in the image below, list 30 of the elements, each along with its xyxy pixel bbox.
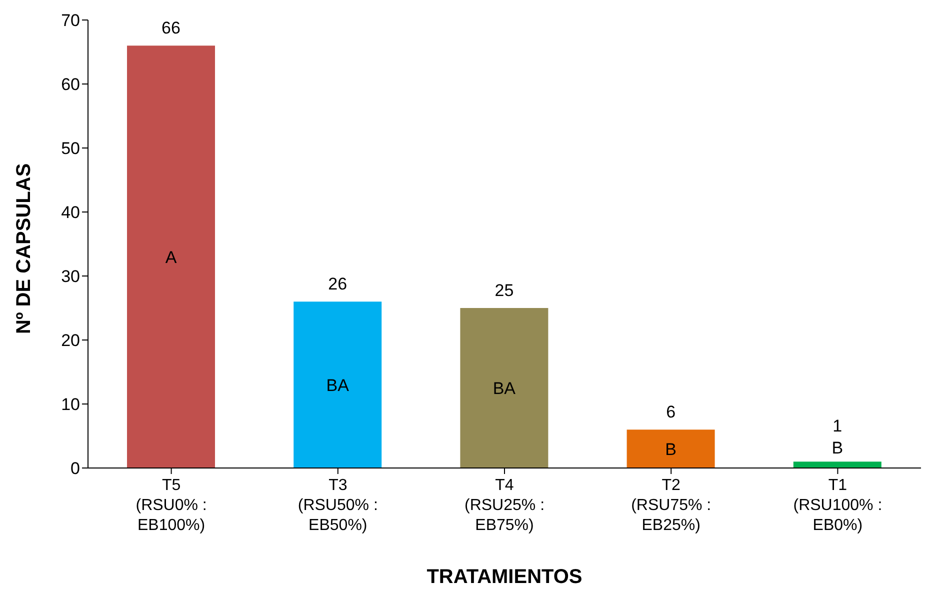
data-label: 6: [666, 402, 676, 422]
data-label: 66: [162, 18, 180, 38]
data-label: 1: [832, 416, 842, 436]
y-tick-label: 70: [61, 11, 80, 30]
data-label: 25: [494, 281, 514, 300]
y-tick-label: 60: [61, 75, 80, 94]
bar: [460, 308, 548, 468]
bar: [127, 46, 215, 468]
annotation: B: [665, 440, 676, 459]
x-tick-label: T3 (RSU50% : EB50%): [298, 477, 378, 534]
x-tick-label: T4 (RSU25% : EB75%): [464, 477, 545, 534]
bar: [793, 462, 882, 468]
annotation: BA: [326, 376, 350, 395]
bar: [626, 430, 715, 468]
y-tick-label: 10: [61, 395, 80, 414]
bar: [294, 302, 382, 468]
y-tick-label: 50: [61, 139, 80, 158]
x-tick-label: T5 (RSU0% : EB100%): [136, 477, 207, 534]
data-label: 26: [328, 274, 348, 294]
y-axis-title: Nº DE CAPSULAS: [13, 163, 36, 334]
y-tick-label: 0: [70, 459, 80, 478]
annotation: BA: [492, 379, 516, 398]
x-tick-label: T1 (RSU100% : EB0%): [793, 477, 882, 534]
annotation: B: [832, 438, 844, 458]
x-tick-label: T2 (RSU75% : EB25%): [631, 477, 712, 534]
y-tick-label: 40: [61, 203, 80, 222]
y-tick-label: 30: [61, 267, 80, 286]
x-axis-title: TRATAMIENTOS: [426, 566, 582, 588]
y-tick-label: 20: [61, 331, 80, 350]
annotation: A: [165, 248, 178, 267]
